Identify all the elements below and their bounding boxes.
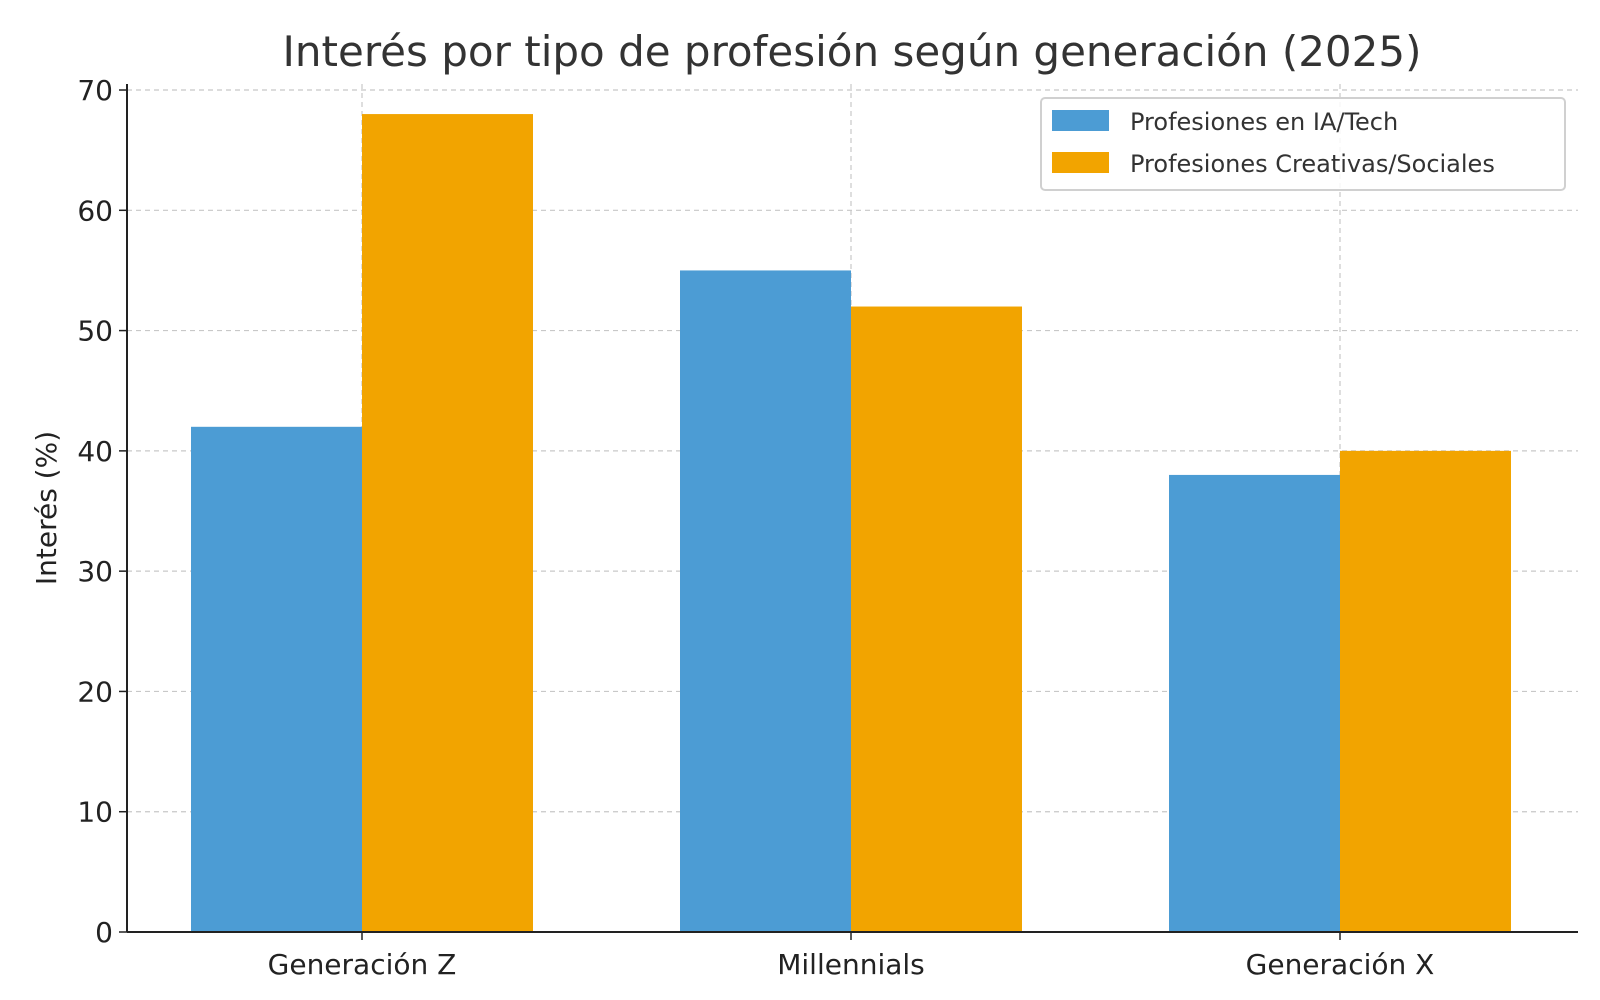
y-tick-label-30: 30 (77, 555, 113, 588)
y-tick-label-10: 10 (77, 796, 113, 829)
legend-swatch-creativas-sociales (1052, 152, 1109, 173)
legend: Profesiones en IA/Tech Profesiones Creat… (1040, 97, 1566, 191)
bars (191, 114, 1511, 933)
legend-label-ia-tech: Profesiones en IA/Tech (1130, 108, 1398, 136)
y-tick-label-0: 0 (95, 916, 113, 949)
legend-box (1040, 97, 1566, 191)
y-tick-label-20: 20 (77, 675, 113, 708)
x-tick-label-2: Generación X (1246, 948, 1435, 981)
y-axis-ticks: 0 10 20 30 40 50 60 70 (77, 74, 127, 949)
bar-series-0-1 (680, 270, 851, 933)
bar-series-1-1 (851, 306, 1022, 933)
x-axis-ticks: Generación Z Millennials Generación X (268, 932, 1435, 981)
bar-series-0-0 (191, 426, 362, 932)
y-tick-label-40: 40 (77, 435, 113, 468)
x-tick-label-1: Millennials (777, 948, 925, 981)
bar-series-1-2 (1340, 450, 1511, 932)
chart-title: Interés por tipo de profesión según gene… (283, 27, 1422, 76)
x-tick-label-0: Generación Z (268, 948, 457, 981)
legend-label-creativas-sociales: Profesiones Creativas/Sociales (1130, 150, 1495, 178)
y-tick-label-60: 60 (77, 194, 113, 227)
y-tick-label-70: 70 (77, 74, 113, 107)
y-tick-label-50: 50 (77, 315, 113, 348)
axes (126, 84, 1578, 933)
bar-series-0-2 (1169, 474, 1340, 932)
bar-series-1-0 (362, 114, 533, 932)
y-axis-label: Interés (%) (30, 431, 63, 585)
legend-swatch-ia-tech (1052, 110, 1109, 131)
